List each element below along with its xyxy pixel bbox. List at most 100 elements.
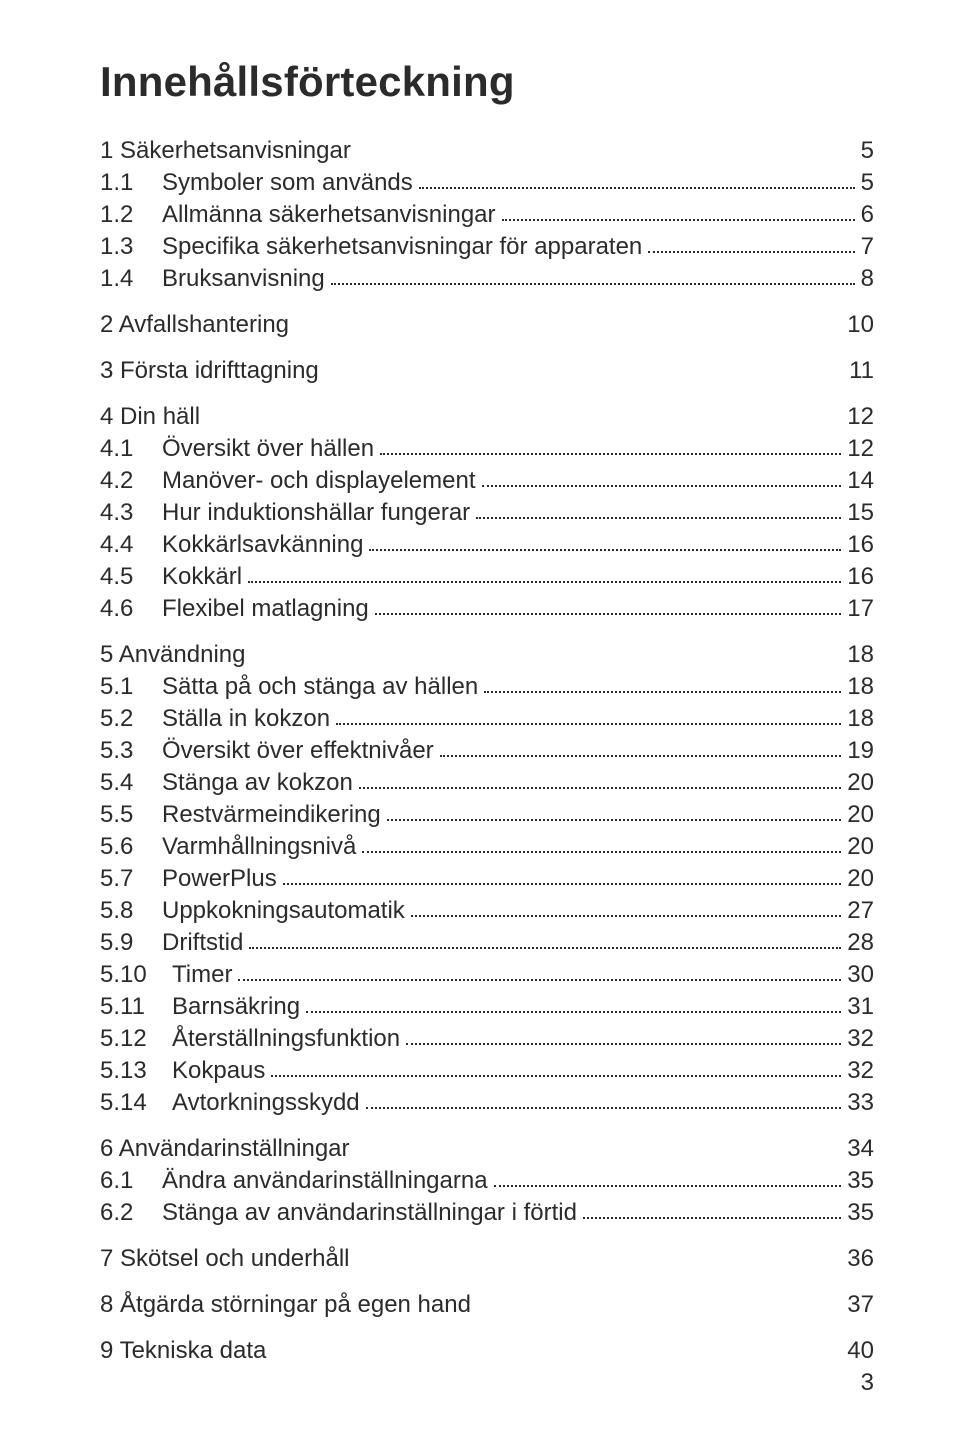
toc-subitem: 5.1Sätta på och stänga av hällen18: [100, 672, 874, 702]
toc-subitem-label: Driftstid: [162, 928, 243, 958]
toc-subitem-page: 16: [847, 530, 874, 560]
dot-leader: [283, 883, 842, 885]
dot-leader: [369, 549, 841, 551]
toc-subitem-page: 6: [861, 200, 874, 230]
toc-subitem-number: 4.5: [100, 562, 162, 592]
dot-leader: [482, 485, 842, 487]
toc-subitem: 6.2Stänga av användarinställningar i för…: [100, 1198, 874, 1228]
toc-subitem-number: 5.3: [100, 736, 162, 766]
toc-section-page: 40: [847, 1336, 874, 1366]
toc-subitem-number: 5.1: [100, 672, 162, 702]
toc-subitem: 5.6Varmhållningsnivå20: [100, 832, 874, 862]
dot-leader: [271, 1075, 841, 1077]
toc-section-page: 36: [847, 1244, 874, 1274]
toc-subitem-page: 20: [847, 800, 874, 830]
dot-leader: [583, 1217, 841, 1219]
dot-leader: [359, 787, 842, 789]
toc-subitem-page: 8: [861, 264, 874, 294]
page-number: 3: [861, 1369, 874, 1397]
page-title: Innehållsförteckning: [100, 58, 874, 106]
toc-section-label: 3 Första idrifttagning: [100, 356, 319, 386]
toc-subitem-number: 5.7: [100, 864, 162, 894]
toc-section: 5 Användning18: [100, 640, 874, 670]
toc-subitem-page: 35: [847, 1166, 874, 1196]
toc-subitem-label: Kokkärl: [162, 562, 242, 592]
dot-leader: [406, 1043, 841, 1045]
toc-subitem: 5.5Restvärmeindikering 20: [100, 800, 874, 830]
dot-leader: [411, 915, 841, 917]
dot-leader: [238, 979, 841, 981]
dot-leader: [336, 723, 841, 725]
toc-subitem-number: 5.11: [100, 992, 172, 1022]
toc-subitem-page: 15: [847, 498, 874, 528]
toc-subitem: 5.3Översikt över effektnivåer19: [100, 736, 874, 766]
toc-subitem-page: 14: [847, 466, 874, 496]
toc-section-page: 11: [849, 356, 874, 386]
toc-section-label: 1 Säkerhetsanvisningar: [100, 136, 351, 166]
toc-subitem-number: 1.2: [100, 200, 162, 230]
toc-subitem-page: 32: [847, 1024, 874, 1054]
toc-subitem-label: Flexibel matlagning: [162, 594, 369, 624]
toc-subitem: 4.5Kokkärl 16: [100, 562, 874, 592]
toc-subitem: 5.9Driftstid28: [100, 928, 874, 958]
toc-subitem-label: Ställa in kokzon: [162, 704, 330, 734]
dot-leader: [362, 851, 841, 853]
toc-subitem-label: Bruksanvisning: [162, 264, 325, 294]
toc-section: 9 Tekniska data40: [100, 1336, 874, 1366]
toc-subitem: 5.11Barnsäkring 31: [100, 992, 874, 1022]
toc-subitem-page: 30: [847, 960, 874, 990]
toc-section: 2 Avfallshantering10: [100, 310, 874, 340]
document-page: Innehållsförteckning 1 Säkerhetsanvisnin…: [0, 0, 960, 1441]
toc-subitem-number: 4.4: [100, 530, 162, 560]
dot-leader: [387, 819, 842, 821]
toc-subitem-page: 16: [847, 562, 874, 592]
toc-subitem: 6.1Ändra användarinställningarna 35: [100, 1166, 874, 1196]
table-of-contents: 1 Säkerhetsanvisningar 51.1Symboler som a…: [100, 136, 874, 1366]
toc-subitem-label: Kokkärlsavkänning: [162, 530, 363, 560]
dot-leader: [375, 613, 842, 615]
toc-subitem: 1.2Allmänna säkerhetsanvisningar6: [100, 200, 874, 230]
toc-subitem-label: Stänga av användarinställningar i förtid: [162, 1198, 577, 1228]
toc-subitem: 4.1Översikt över hällen12: [100, 434, 874, 464]
toc-subitem-number: 6.2: [100, 1198, 162, 1228]
toc-subitem-label: Återställningsfunktion: [172, 1024, 400, 1054]
dot-leader: [502, 219, 855, 221]
toc-subitem-label: Barnsäkring: [172, 992, 300, 1022]
toc-subitem-number: 1.3: [100, 232, 162, 262]
toc-subitem-page: 5: [861, 168, 874, 198]
toc-subitem-label: Ändra användarinställningarna: [162, 1166, 488, 1196]
toc-subitem: 1.1Symboler som används5: [100, 168, 874, 198]
toc-section: 7 Skötsel och underhåll36: [100, 1244, 874, 1274]
toc-subitem-label: Restvärmeindikering: [162, 800, 381, 830]
toc-subitem: 5.12Återställningsfunktion32: [100, 1024, 874, 1054]
toc-subitem-number: 4.3: [100, 498, 162, 528]
dot-leader: [484, 691, 841, 693]
dot-leader: [476, 517, 841, 519]
toc-section: 3 Första idrifttagning 11: [100, 356, 874, 386]
toc-subitem-number: 1.1: [100, 168, 162, 198]
toc-subitem-number: 5.13: [100, 1056, 172, 1086]
toc-subitem-label: Uppkokningsautomatik: [162, 896, 405, 926]
toc-subitem-number: 6.1: [100, 1166, 162, 1196]
toc-subitem-page: 7: [861, 232, 874, 262]
toc-section-page: 18: [847, 640, 874, 670]
toc-subitem-page: 20: [847, 864, 874, 894]
toc-subitem-page: 20: [847, 768, 874, 798]
toc-section-label: 4 Din häll: [100, 402, 200, 432]
toc-subitem-label: Varmhållningsnivå: [162, 832, 356, 862]
toc-subitem: 5.13Kokpaus32: [100, 1056, 874, 1086]
toc-section-page: 10: [847, 310, 874, 340]
toc-subitem-page: 31: [847, 992, 874, 1022]
toc-subitem-page: 17: [847, 594, 874, 624]
toc-subitem-page: 12: [847, 434, 874, 464]
toc-subitem-number: 5.8: [100, 896, 162, 926]
toc-subitem-label: Stänga av kokzon: [162, 768, 353, 798]
toc-section-label: 6 Användarinställningar: [100, 1134, 350, 1164]
toc-section-label: 8 Åtgärda störningar på egen hand: [100, 1290, 471, 1320]
toc-subitem-label: Manöver- och displayelement: [162, 466, 476, 496]
toc-subitem: 5.4Stänga av kokzon20: [100, 768, 874, 798]
toc-subitem-page: 18: [847, 704, 874, 734]
toc-subitem-number: 5.5: [100, 800, 162, 830]
dot-leader: [494, 1185, 842, 1187]
toc-section: 8 Åtgärda störningar på egen hand37: [100, 1290, 874, 1320]
